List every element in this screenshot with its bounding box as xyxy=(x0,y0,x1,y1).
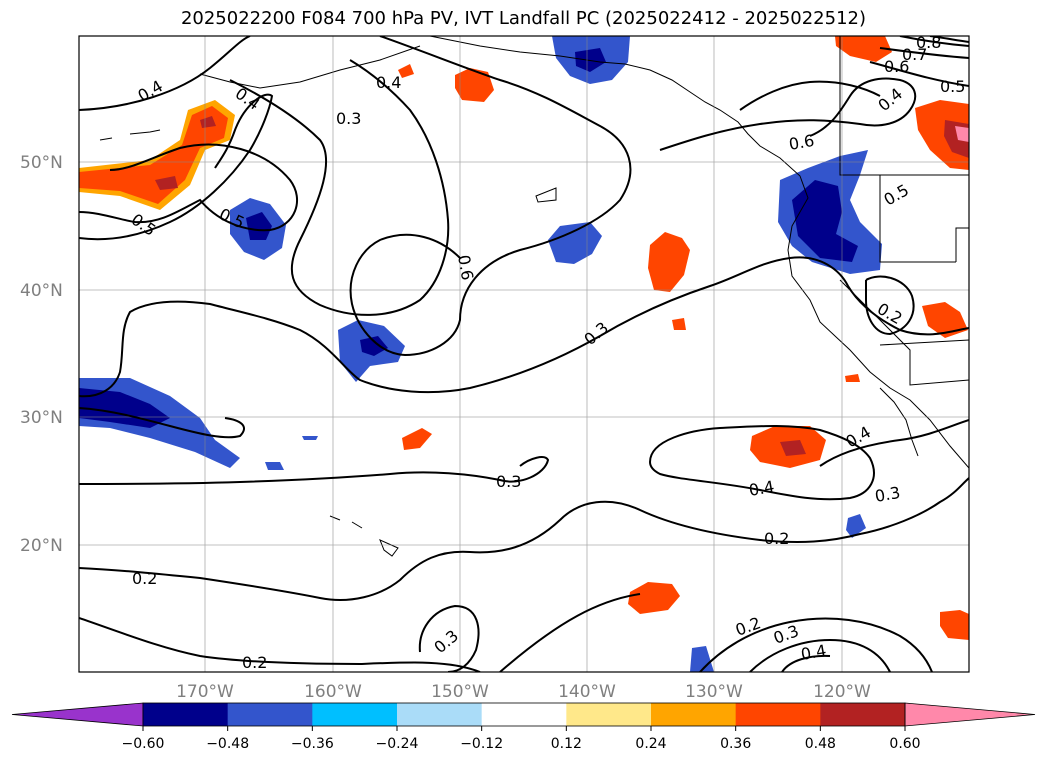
coastlines xyxy=(99,36,969,557)
contour-label: 0.3 xyxy=(336,109,361,128)
colorbar-segment xyxy=(397,703,483,726)
contour-label: 0.3 xyxy=(873,483,901,506)
colorbar-min-extend xyxy=(11,702,144,727)
contour-label: 0.2 xyxy=(242,653,267,672)
contour-label: 0.7 xyxy=(902,45,927,64)
lat-label: 20°N xyxy=(20,536,63,556)
colorbar-tick-label: −0.24 xyxy=(376,736,419,752)
lon-label: 120°W xyxy=(813,682,871,702)
colorbar-segment xyxy=(566,703,652,726)
lon-label: 170°W xyxy=(176,682,234,702)
lon-label: 140°W xyxy=(558,682,616,702)
lon-label: 130°W xyxy=(685,682,743,702)
graticule xyxy=(79,36,969,672)
contour-label: 0.4 xyxy=(376,73,401,92)
ivt-contours xyxy=(79,36,969,672)
colorbar-outline xyxy=(142,702,906,727)
lat-label: 30°N xyxy=(20,408,63,428)
map-panel xyxy=(79,36,969,672)
colorbar-segment xyxy=(651,703,737,726)
contour-label: 0.8 xyxy=(916,33,941,52)
colorbar-tick-label: −0.48 xyxy=(206,736,249,752)
contour-label: 0.6 xyxy=(884,57,909,76)
contour-label: 0.4 xyxy=(747,477,775,500)
colorbar: −0.60 −0.48 −0.36 −0.24 −0.12 0.12 0.24 0.36 0.4… xyxy=(11,702,1036,752)
colorbar-tick-label: 0.60 xyxy=(889,736,920,752)
colorbar-tick-label: 0.24 xyxy=(635,736,666,752)
colorbar-tick-label: −0.36 xyxy=(291,736,334,752)
colorbar-tick-label: 0.36 xyxy=(720,736,751,752)
contour-label: 0.2 xyxy=(764,529,789,548)
contour-label: 0.6 xyxy=(787,131,815,154)
contour-label: 0.3 xyxy=(496,472,521,491)
colorbar-tick-label: −0.60 xyxy=(122,736,165,752)
contour-label: 0.6 xyxy=(454,253,477,281)
lat-label: 50°N xyxy=(20,153,63,173)
pv-anomaly-fills xyxy=(79,36,969,672)
colorbar-segment xyxy=(143,703,229,726)
lon-label: 150°W xyxy=(431,682,489,702)
map-title: 2025022200 F084 700 hPa PV, IVT Landfall… xyxy=(180,8,867,29)
contour-label: 0.5 xyxy=(940,77,965,96)
lon-label: 160°W xyxy=(304,682,362,702)
colorbar-tick-label: 0.48 xyxy=(805,736,836,752)
colorbar-segment xyxy=(227,703,313,726)
colorbar-tick-label: 0.12 xyxy=(551,736,582,752)
colorbar-segment xyxy=(820,703,906,726)
lat-label: 40°N xyxy=(20,281,63,301)
colorbar-segment xyxy=(735,703,821,726)
colorbar-tick-label: −0.12 xyxy=(460,736,503,752)
contour-label: 0.4 xyxy=(799,641,827,664)
contour-label: 0.2 xyxy=(132,569,157,588)
colorbar-segment xyxy=(481,703,567,726)
latitude-labels: 50°N 40°N 30°N 20°N xyxy=(20,153,63,556)
map-border xyxy=(78,35,970,673)
colorbar-segment xyxy=(312,703,398,726)
longitude-labels: 170°W 160°W 150°W 140°W 130°W 120°W xyxy=(176,682,871,702)
colorbar-max-extend xyxy=(904,702,1036,727)
